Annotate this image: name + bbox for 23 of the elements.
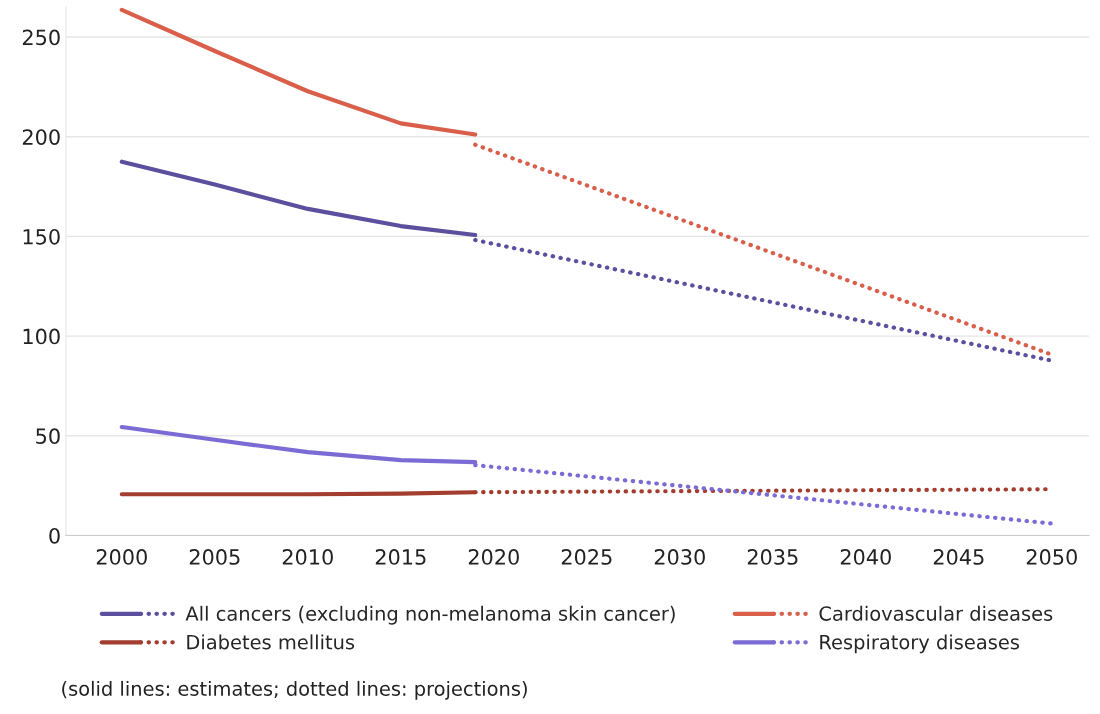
x-tick-label: 2040 xyxy=(840,549,891,565)
y-tick-label: 250 xyxy=(22,29,60,46)
y-tick-label: 200 xyxy=(22,129,60,145)
legend-label: Cardiovascular diseases xyxy=(819,605,1053,621)
x-tick-label: 2015 xyxy=(375,549,426,565)
x-tick-label: 2010 xyxy=(282,549,333,565)
legend-label: Respiratory diseases xyxy=(820,634,1020,654)
y-tick-label: 150 xyxy=(23,228,60,245)
line-series xyxy=(119,7,478,137)
x-tick-label: 2030 xyxy=(654,549,705,565)
x-tick-label: 2035 xyxy=(747,549,798,565)
x-tick-label: 2045 xyxy=(933,549,984,565)
y-tick-label: 50 xyxy=(36,428,60,445)
legend-label: All cancers (excluding non-melanoma skin cancer) xyxy=(185,605,675,625)
legend-label: Diabetes mellitus xyxy=(187,634,355,650)
x-tick-label: 2020 xyxy=(468,549,519,565)
x-tick-label: 2050 xyxy=(1026,549,1077,565)
y-tick-label: 100 xyxy=(23,328,60,345)
x-tick-label: 2005 xyxy=(189,549,240,565)
text: (solid lines: estimates; dotted lines: projections) xyxy=(62,680,527,700)
y-tick-label: 0 xyxy=(49,527,60,544)
x-tick-label: 2000 xyxy=(96,549,147,565)
x-tick-label: 2025 xyxy=(561,549,612,565)
